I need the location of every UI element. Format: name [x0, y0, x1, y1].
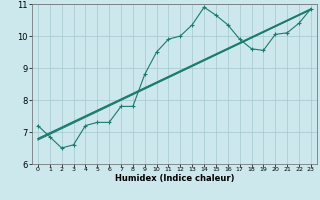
X-axis label: Humidex (Indice chaleur): Humidex (Indice chaleur) [115, 174, 234, 183]
